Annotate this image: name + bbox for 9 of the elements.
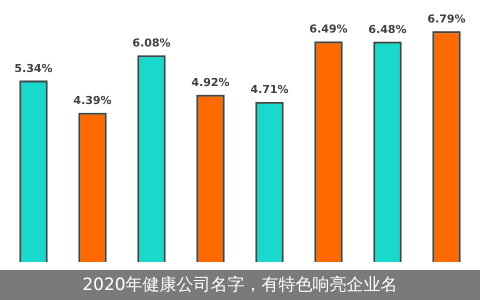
- data-label: 4.92%: [191, 76, 230, 90]
- data-label: 6.08%: [132, 36, 171, 50]
- data-label: 5.34%: [14, 62, 53, 75]
- data-label: 6.48%: [368, 23, 407, 36]
- data-label: 4.39%: [73, 94, 112, 108]
- data-label: 4.71%: [250, 83, 289, 96]
- data-label: 6.49%: [309, 22, 348, 36]
- text: 2020年健康公司名字，有特色响亮企业名: [0, 270, 480, 300]
- data-label: 6.79%: [427, 12, 466, 26]
